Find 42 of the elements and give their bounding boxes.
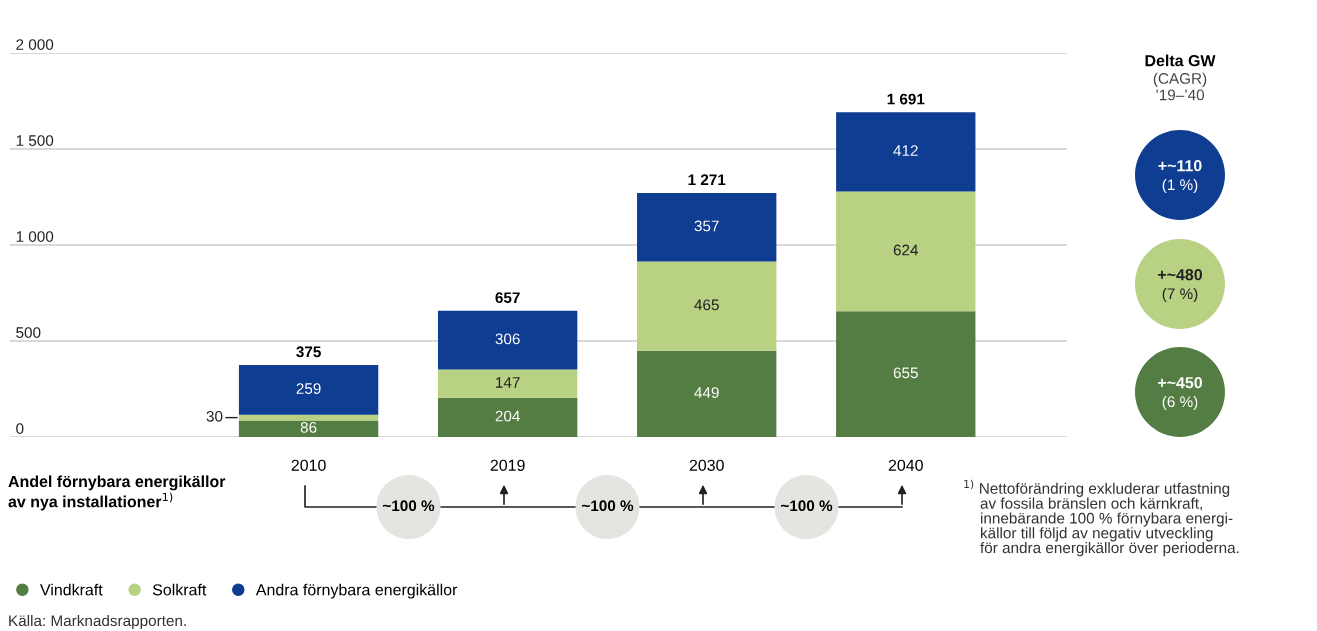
text: $^{1)}$ Nettoförändring exkluderar utfastning av fossila bränslen och kärnkraft, innebärande 100 % förnybara energi- källor till följd av negativ utveckling för andra energikällor över perioderna. bbox=[964, 479, 1239, 557]
data-label: 306 bbox=[495, 333, 520, 345]
data-label: 412 bbox=[893, 145, 918, 156]
text: ~100 % bbox=[581, 500, 634, 512]
legend-label: Vindkraft bbox=[40, 583, 103, 596]
text: ~100 % bbox=[382, 500, 435, 512]
y-tick-label: 1 000 bbox=[16, 231, 54, 242]
data-label: 30 bbox=[206, 410, 223, 422]
text: Källa: Marknadsrapporten. bbox=[9, 614, 186, 630]
text: ~100 % bbox=[780, 500, 833, 512]
total-label: 375 bbox=[296, 346, 321, 358]
data-label: 147 bbox=[496, 377, 520, 388]
x-tick-label: 2019 bbox=[490, 459, 525, 471]
text: +~110 bbox=[1158, 159, 1202, 172]
x-tick-label: 2030 bbox=[689, 459, 724, 471]
data-label: 449 bbox=[694, 387, 719, 398]
text: (6 %) bbox=[1162, 395, 1198, 411]
y-tick-label: 500 bbox=[16, 327, 41, 338]
text: +~450 bbox=[1158, 376, 1202, 389]
data-label: 655 bbox=[893, 367, 918, 379]
text: (1 %) bbox=[1162, 178, 1198, 194]
y-tick-label: 2 000 bbox=[16, 39, 54, 50]
data-label: 624 bbox=[893, 244, 919, 256]
data-label: 357 bbox=[694, 220, 719, 232]
total-label: 657 bbox=[495, 292, 520, 304]
data-label: 204 bbox=[495, 410, 520, 422]
text: Delta GW bbox=[1145, 54, 1216, 67]
total-label: 1 271 bbox=[688, 174, 726, 185]
data-label: 259 bbox=[296, 383, 321, 394]
text: (CAGR) ’19–’40 bbox=[1153, 72, 1207, 101]
x-tick-label: 2010 bbox=[291, 459, 326, 471]
y-tick-label: 0 bbox=[16, 423, 24, 434]
text: Andel förnybara energikällor av nya installationer$^{1)}$ bbox=[8, 475, 226, 511]
data-label: 465 bbox=[694, 299, 719, 311]
x-tick-label: 2040 bbox=[888, 459, 923, 471]
legend-label: Solkraft bbox=[152, 583, 207, 596]
text: (7 %) bbox=[1162, 287, 1198, 303]
y-tick-label: 1 500 bbox=[16, 135, 54, 146]
text: +~480 bbox=[1158, 268, 1202, 281]
data-label: 86 bbox=[300, 422, 317, 433]
legend-label: Andra förnybara energikällor bbox=[255, 583, 458, 599]
total-label: 1 691 bbox=[887, 93, 925, 105]
